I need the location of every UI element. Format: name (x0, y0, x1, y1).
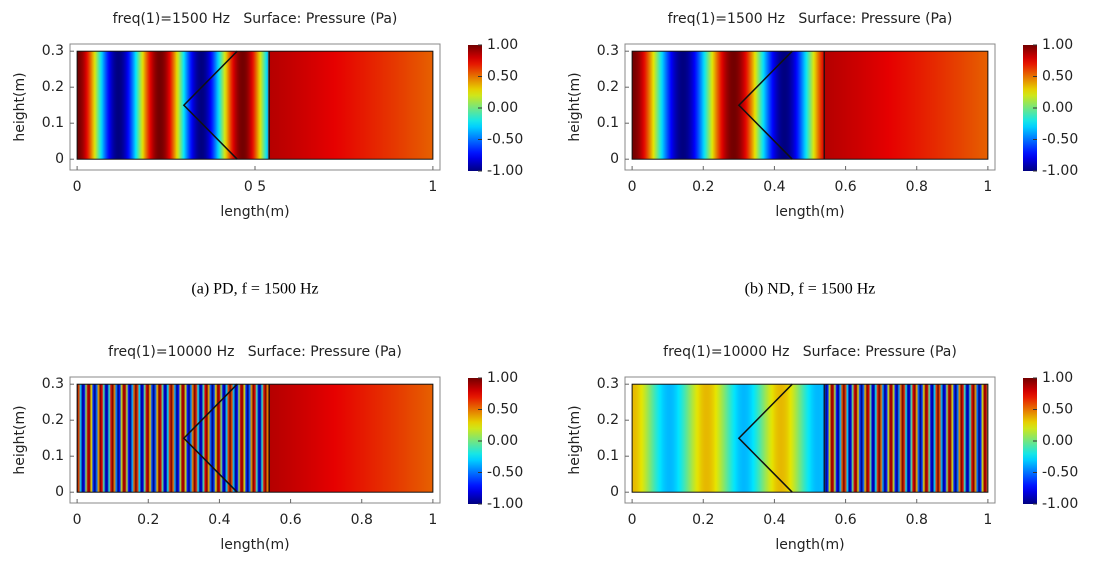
y-tick-label: 0.3 (597, 376, 619, 392)
x-tick-label: 0.6 (834, 512, 856, 528)
wedge-outline (737, 383, 793, 493)
x-tick-label: 1 (983, 512, 992, 528)
x-axis-label: length(m) (220, 537, 289, 553)
y-axis-label: height(m) (12, 405, 28, 474)
x-tick-label: 0.2 (692, 179, 714, 195)
field-border (631, 50, 989, 160)
y-tick-label: 0 (55, 151, 64, 167)
y-tick-label: 0 (55, 484, 64, 500)
colorbar-tick-label: 0.50 (1042, 402, 1073, 418)
colorbar-tick-label: 1.00 (487, 370, 518, 386)
x-tick-label: 0 (73, 179, 82, 195)
y-tick-label: 0.1 (597, 115, 619, 131)
y-tick-label: 0.1 (42, 448, 64, 464)
y-tick-label: 0.2 (597, 79, 619, 95)
pressure-field (632, 384, 988, 493)
colorbar-tick-label: 0.50 (487, 402, 518, 418)
y-axis-label: height(m) (567, 72, 583, 141)
chart-title: freq(1)=10000 Hz Surface: Pressure (Pa) (108, 344, 402, 360)
colorbar-tick-label: 1.00 (487, 37, 518, 53)
x-axis-label: length(m) (220, 204, 289, 220)
y-tick-label: 0.3 (42, 43, 64, 59)
x-tick-label: 0.8 (351, 512, 373, 528)
x-tick-label: 1 (983, 179, 992, 195)
y-tick-label: 0.1 (42, 115, 64, 131)
colorbar-tick-label: 1.00 (1042, 37, 1073, 53)
caption: (a) PD, f = 1500 Hz (191, 281, 318, 298)
colorbar-tick-label: -1.00 (1042, 496, 1078, 512)
y-axis-label: height(m) (12, 72, 28, 141)
colorbar-tick-label: 1.00 (1042, 370, 1073, 386)
colorbar-tick-label: 0.50 (487, 69, 518, 85)
wedge-outline (182, 50, 238, 160)
x-tick-label: 0 (73, 512, 82, 528)
panel: 0 0.2 0.4 0.6 0.8 1 0 0.1 0.2 0.3 freq(1)=10000 Hz… (12, 344, 523, 553)
colorbar-tick-label: 0.00 (1042, 100, 1073, 116)
y-tick-label: 0.3 (597, 43, 619, 59)
colorbar-tick-label: 0.00 (487, 100, 518, 116)
colorbar-tick-label: -1.00 (487, 163, 523, 179)
x-tick-label: 1 (428, 179, 437, 195)
y-tick-label: 0 (610, 484, 619, 500)
x-tick-label: 1 (428, 512, 437, 528)
x-tick-label: 0.8 (906, 512, 928, 528)
x-axis-label: length(m) (775, 537, 844, 553)
y-axis-label: height(m) (567, 405, 583, 474)
x-tick-label: 0.4 (763, 512, 785, 528)
panel: 0 0.2 0.4 0.6 0.8 1 0 0.1 0.2 0.3 freq(1)=10000 Hz… (567, 344, 1078, 553)
x-tick-label: 0.2 (137, 512, 159, 528)
x-tick-label: 0 (628, 512, 637, 528)
colorbar-tick-label: -0.50 (487, 132, 523, 148)
colorbar-tick-label: -1.00 (1042, 163, 1078, 179)
chart-title: freq(1)=1500 Hz Surface: Pressure (Pa) (113, 11, 398, 27)
y-tick-label: 0.3 (42, 376, 64, 392)
y-tick-label: 0.2 (42, 79, 64, 95)
panel: 0 0.2 0.4 0.6 0.8 1 0 0.1 0.2 0.3 freq(1)=1500 Hz … (567, 11, 1078, 298)
wedge-outline (737, 50, 793, 160)
colorbar-tick-label: -1.00 (487, 496, 523, 512)
field-border (631, 383, 989, 493)
y-tick-label: 0 (610, 151, 619, 167)
x-tick-label: 0 5 (244, 179, 266, 195)
pressure-field (632, 51, 988, 160)
chart-title: freq(1)=10000 Hz Surface: Pressure (Pa) (663, 344, 957, 360)
colorbar-tick-label: -0.50 (1042, 132, 1078, 148)
chart-title: freq(1)=1500 Hz Surface: Pressure (Pa) (668, 11, 953, 27)
colorbar-tick-label: 0.00 (487, 433, 518, 449)
x-tick-label: 0 (628, 179, 637, 195)
wedge-outline (182, 383, 238, 493)
y-tick-label: 0.1 (597, 448, 619, 464)
colorbar-tick-label: -0.50 (1042, 465, 1078, 481)
y-tick-label: 0.2 (42, 412, 64, 428)
x-tick-label: 0.4 (763, 179, 785, 195)
x-tick-label: 0.6 (279, 512, 301, 528)
field-border (76, 50, 434, 160)
colorbar-tick-label: 0.50 (1042, 69, 1073, 85)
caption: (b) ND, f = 1500 Hz (745, 281, 876, 298)
colorbar-tick-label: 0.00 (1042, 433, 1073, 449)
pressure-field (77, 51, 433, 160)
x-tick-label: 0.4 (208, 512, 230, 528)
x-tick-label: 0.6 (834, 179, 856, 195)
field-border (76, 383, 434, 493)
y-tick-label: 0.2 (597, 412, 619, 428)
pressure-field (77, 384, 433, 493)
colorbar-tick-label: -0.50 (487, 465, 523, 481)
x-axis-label: length(m) (775, 204, 844, 220)
x-tick-label: 0.8 (906, 179, 928, 195)
x-tick-label: 0.2 (692, 512, 714, 528)
